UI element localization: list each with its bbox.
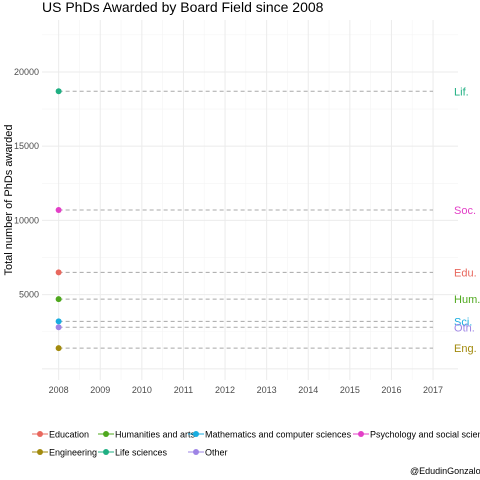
legend-label: Life sciences bbox=[115, 448, 168, 458]
x-tick-label: 2015 bbox=[340, 385, 360, 395]
y-axis-ticks: 5000 10000 15000 20000 bbox=[14, 67, 39, 300]
legend-label: Mathematics and computer sciences bbox=[205, 430, 352, 440]
legend-key-point bbox=[193, 449, 199, 455]
legend-key-point bbox=[358, 431, 364, 437]
legend-key-point bbox=[37, 449, 43, 455]
legend-label: Education bbox=[49, 430, 89, 440]
y-tick-label: 15000 bbox=[14, 141, 39, 151]
y-tick-label: 5000 bbox=[19, 290, 39, 300]
x-tick-label: 2010 bbox=[132, 385, 152, 395]
x-tick-label: 2008 bbox=[49, 385, 69, 395]
data-point bbox=[55, 207, 62, 214]
series-end-label: Lif. bbox=[454, 86, 469, 98]
data-point bbox=[55, 345, 62, 352]
data-point bbox=[55, 324, 62, 331]
series-end-label: Oth. bbox=[454, 322, 475, 334]
data-points bbox=[55, 88, 62, 352]
x-tick-label: 2017 bbox=[423, 385, 443, 395]
y-axis-label: Total number of PhDs awarded bbox=[3, 124, 15, 275]
data-point bbox=[55, 296, 62, 303]
x-tick-label: 2013 bbox=[257, 385, 277, 395]
legend: Education Humanities and arts Mathematics … bbox=[32, 430, 480, 458]
x-tick-label: 2012 bbox=[215, 385, 235, 395]
legend-label: Humanities and arts bbox=[115, 430, 196, 440]
data-point bbox=[55, 269, 62, 276]
y-tick-label: 10000 bbox=[14, 215, 39, 225]
data-point bbox=[55, 88, 62, 95]
chart-title: US PhDs Awarded by Board Field since 200… bbox=[42, 0, 324, 15]
credit-text: @EdudinGonzalo bbox=[410, 466, 480, 476]
series-end-label: Eng. bbox=[454, 343, 477, 355]
x-tick-label: 2016 bbox=[381, 385, 401, 395]
legend-key-point bbox=[37, 431, 43, 437]
series-end-label: Hum. bbox=[454, 294, 480, 306]
legend-key-point bbox=[103, 449, 109, 455]
x-axis-ticks: 2008 2009 2010 2011 2012 2013 2014 2015 2016 2017 bbox=[49, 385, 443, 395]
x-tick-label: 2009 bbox=[90, 385, 110, 395]
series-end-labels: Edu. Hum. Sci. Soc. Eng. Lif. Oth. bbox=[454, 86, 480, 355]
legend-label: Other bbox=[205, 448, 228, 458]
legend-label: Psychology and social scienc bbox=[370, 430, 480, 440]
gridlines bbox=[42, 20, 458, 380]
reference-lines bbox=[58, 90, 434, 349]
x-tick-label: 2014 bbox=[298, 385, 318, 395]
x-tick-label: 2011 bbox=[174, 385, 193, 395]
legend-key-point bbox=[193, 431, 199, 437]
series-end-label: Sci. bbox=[454, 316, 472, 328]
legend-key-point bbox=[103, 431, 109, 437]
series-end-label: Soc. bbox=[454, 205, 476, 217]
data-point bbox=[55, 318, 62, 325]
y-tick-label: 20000 bbox=[14, 67, 39, 77]
legend-label: Engineering bbox=[49, 448, 97, 458]
series-end-label: Edu. bbox=[454, 267, 477, 279]
